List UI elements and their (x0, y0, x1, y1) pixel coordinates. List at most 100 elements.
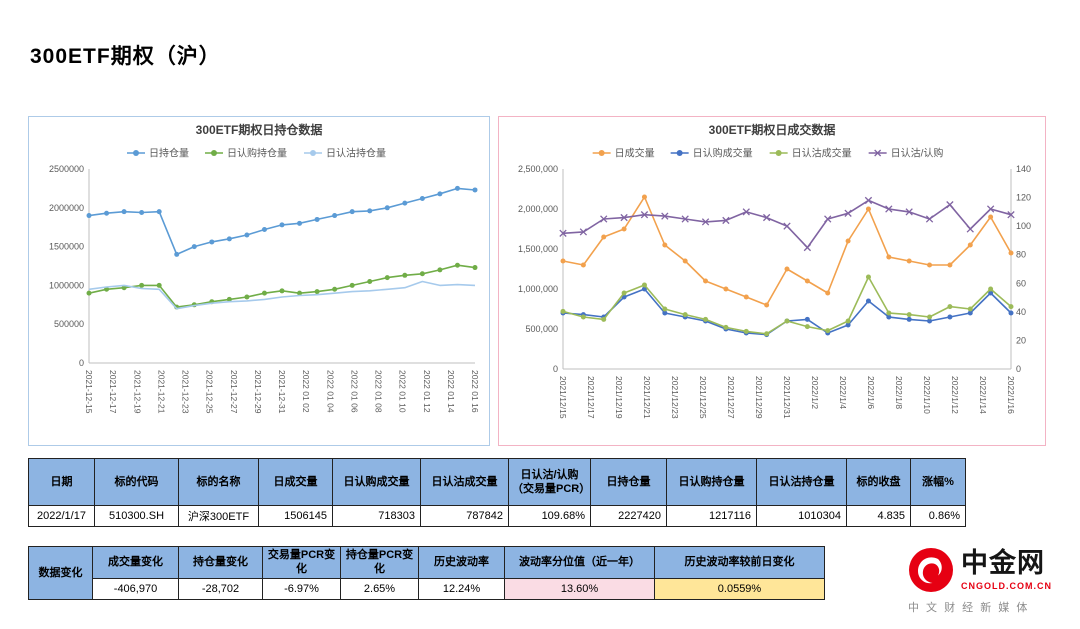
svg-text:2022/1/2: 2022/1/2 (810, 376, 820, 409)
svg-text:2022 01 06: 2022 01 06 (349, 370, 359, 413)
svg-text:日成交量: 日成交量 (615, 147, 655, 160)
summary-table-cell: 2022/1/17 (28, 505, 95, 527)
svg-text:2022 01 04: 2022 01 04 (325, 370, 335, 413)
svg-text:2022/1/12: 2022/1/12 (950, 376, 960, 414)
summary-table-header: 标的名称 (178, 458, 259, 506)
svg-text:500,000: 500,000 (525, 324, 558, 334)
svg-text:2022 01 10: 2022 01 10 (398, 370, 408, 413)
summary-table-header: 日认沽成交量 (420, 458, 509, 506)
series-2 (560, 274, 1014, 337)
logo-tagline: 中 文 财 经 新 媒 体 (908, 602, 1030, 614)
svg-text:40: 40 (1016, 307, 1026, 317)
svg-text:2022/1/10: 2022/1/10 (922, 376, 932, 414)
svg-text:20: 20 (1016, 335, 1026, 345)
summary-table-header: 日成交量 (258, 458, 333, 506)
chart-legend: 日成交量 日认购成交量 日认沽成交量 日认沽/认购 (592, 147, 944, 160)
logo-domain: CNGOLD.COM.CN (961, 580, 1052, 591)
svg-text:140: 140 (1016, 164, 1031, 174)
summary-table-cell: 1506145 (258, 505, 333, 527)
svg-text:2,000,000: 2,000,000 (518, 204, 558, 214)
svg-text:60: 60 (1016, 278, 1026, 288)
change-table-header: 历史波动率较前日变化 (654, 546, 825, 579)
svg-text:2021/12/21: 2021/12/21 (642, 376, 652, 419)
summary-table-cell: 沪深300ETF (178, 505, 259, 527)
summary-table-header: 日持仓量 (590, 458, 667, 506)
summary-table-cell: 2227420 (590, 505, 667, 527)
summary-table: 日期 标的代码 标的名称 日成交量 日认购成交量 日认沽成交量 日认沽/认购（交易量PCR）… (28, 458, 966, 527)
page-title: 300ETF期权（沪） (30, 45, 221, 68)
change-table-cell: 2.65% (340, 577, 419, 600)
svg-text:0: 0 (1016, 364, 1021, 374)
svg-text:2021/12/31: 2021/12/31 (782, 376, 792, 419)
change-table-cell: -28,702 (178, 577, 263, 600)
svg-text:日认沽持仓量: 日认沽持仓量 (326, 147, 386, 160)
svg-text:日认沽成交量: 日认沽成交量 (792, 147, 852, 160)
summary-table-header: 涨幅% (910, 458, 966, 506)
change-table-header: 历史波动率 (418, 546, 505, 579)
svg-text:2021-12-27: 2021-12-27 (229, 370, 239, 414)
summary-table-cell: 787842 (420, 505, 509, 527)
svg-text:2021/12/29: 2021/12/29 (754, 376, 764, 419)
chart-title: 300ETF期权日持仓数据 (196, 122, 323, 137)
svg-text:2021/12/27: 2021/12/27 (726, 376, 736, 419)
svg-text:2022/1/4: 2022/1/4 (838, 376, 848, 409)
svg-text:2022/1/8: 2022/1/8 (894, 376, 904, 409)
series-1 (86, 262, 478, 310)
change-table-header: 持仓量PCR变化 (340, 546, 419, 579)
summary-table-cell: 1217116 (666, 505, 757, 527)
summary-table-cell: 0.86% (910, 505, 966, 527)
chart-legend: 日持仓量 日认购持仓量 日认沽持仓量 (127, 147, 386, 160)
svg-text:2021-12-31: 2021-12-31 (277, 370, 287, 414)
change-table-label: 数据变化 (28, 546, 93, 600)
svg-text:2021/12/15: 2021/12/15 (558, 376, 568, 419)
svg-text:2000000: 2000000 (49, 203, 84, 213)
svg-text:0: 0 (79, 358, 84, 368)
change-table-cell: -406,970 (92, 577, 179, 600)
svg-text:2021-12-21: 2021-12-21 (156, 370, 166, 414)
logo-name: 中金网 (961, 547, 1045, 578)
change-table-cell: -6.97% (262, 577, 341, 600)
summary-table-header: 日认沽/认购（交易量PCR） (508, 458, 591, 506)
svg-text:日认沽/认购: 日认沽/认购 (891, 147, 944, 160)
open-interest-chart-panel: 300ETF期权日持仓数据日持仓量 日认购持仓量 日认沽持仓量 0 500000 1000… (28, 116, 490, 446)
summary-table-header: 标的代码 (94, 458, 179, 506)
svg-text:2021/12/25: 2021/12/25 (698, 376, 708, 419)
change-table-header: 交易量PCR变化 (262, 546, 341, 579)
svg-text:2022 01 02: 2022 01 02 (301, 370, 311, 413)
svg-text:日持仓量: 日持仓量 (149, 147, 189, 160)
summary-table-cell: 4.835 (846, 505, 911, 527)
chart-title: 300ETF期权日成交数据 (709, 122, 836, 137)
svg-text:2021/12/17: 2021/12/17 (586, 376, 596, 419)
svg-text:2500000: 2500000 (49, 164, 84, 174)
svg-text:1,000,000: 1,000,000 (518, 284, 558, 294)
svg-text:2021/12/19: 2021/12/19 (614, 376, 624, 419)
series-0 (560, 194, 1014, 308)
svg-text:日认购成交量: 日认购成交量 (693, 147, 753, 160)
change-table-cell: 12.24% (418, 577, 505, 600)
svg-text:1,500,000: 1,500,000 (518, 244, 558, 254)
svg-text:1000000: 1000000 (49, 280, 84, 290)
volume-chart-panel: 300ETF期权日成交数据日成交量 日认购成交量 日认沽成交量 日认沽/认购 0 500,… (498, 116, 1046, 446)
summary-table-cell: 718303 (332, 505, 421, 527)
summary-table-cell: 510300.SH (94, 505, 179, 527)
svg-text:2022/1/16: 2022/1/16 (1006, 376, 1016, 414)
summary-table-cell: 1010304 (756, 505, 847, 527)
summary-table-cell: 109.68% (508, 505, 591, 527)
svg-text:2021-12-29: 2021-12-29 (253, 370, 263, 414)
svg-text:2021-12-25: 2021-12-25 (205, 370, 215, 414)
svg-text:0: 0 (553, 364, 558, 374)
summary-table-header: 日期 (28, 458, 95, 506)
change-table-header: 波动率分位值（近一年） (504, 546, 655, 579)
cngold-logo-icon (909, 548, 953, 592)
summary-table-header: 标的收盘 (846, 458, 911, 506)
change-table-cell: 0.0559% (654, 577, 825, 600)
svg-text:2022 01 08: 2022 01 08 (374, 370, 384, 413)
series-0 (86, 185, 478, 257)
summary-table-header: 日认购成交量 (332, 458, 421, 506)
svg-text:2021-12-23: 2021-12-23 (181, 370, 191, 414)
svg-text:500000: 500000 (54, 319, 84, 329)
svg-text:2022 01 12: 2022 01 12 (422, 370, 432, 413)
svg-text:2022 01 14: 2022 01 14 (446, 370, 456, 413)
svg-text:100: 100 (1016, 221, 1031, 231)
